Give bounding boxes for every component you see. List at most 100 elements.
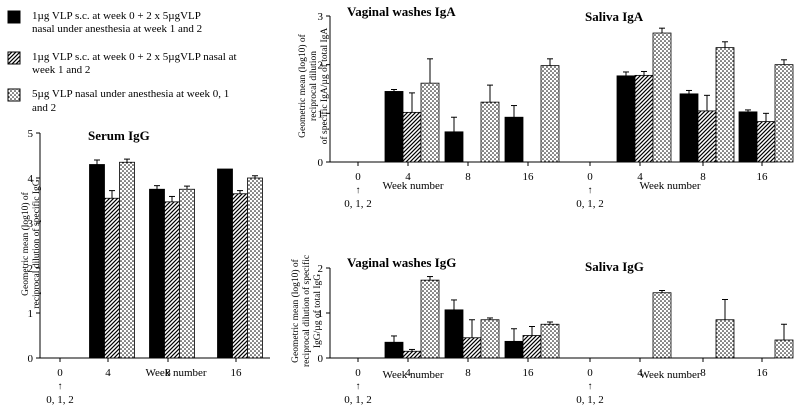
bar-solid (444, 309, 464, 359)
y-axis-label-igg-washes-saliva: Geometric mean (log10) ofreciprocal dilu… (290, 255, 323, 367)
x-tick-label: 8 (465, 171, 471, 183)
bar-solid (616, 75, 636, 163)
bar-dotted (119, 161, 135, 359)
x-tick-label: 16 (757, 171, 769, 183)
x-tick-label: 4 (637, 367, 643, 379)
legend-text-1a: 1µg VLP s.c. at week 0 + 2 x 5µgVLP (32, 10, 201, 22)
bar-dotted (540, 65, 560, 163)
x-tick-label: 8 (700, 171, 706, 183)
bar-diagonal (756, 121, 776, 163)
bar-diagonal (232, 193, 248, 359)
baseline-arrow: ↑ (588, 381, 593, 392)
bar-solid (504, 340, 524, 359)
bar-solid (384, 341, 404, 359)
bar-solid (217, 168, 233, 359)
bar-dotted (480, 319, 500, 359)
x-tick-label: 16 (757, 367, 769, 379)
legend-swatch-dotted (7, 88, 21, 102)
chart-title: Serum IgG (88, 128, 150, 143)
bar-dotted (715, 47, 735, 163)
chart-title: Vaginal washes IgA (347, 4, 456, 19)
baseline-note: 0, 1, 2 (46, 394, 74, 406)
x-tick-label: 8 (700, 367, 706, 379)
y-axis-label-serum-igg: Geometric mean (log10) ofreciprocal dilu… (20, 179, 42, 308)
bar-dotted (420, 82, 440, 163)
x-tick-label: 4 (405, 367, 411, 379)
bar-dotted (715, 319, 735, 359)
chart-title: Vaginal washes IgG (347, 255, 456, 270)
baseline-arrow: ↑ (356, 185, 361, 196)
baseline-arrow: ↑ (356, 381, 361, 392)
bar-diagonal (522, 335, 542, 359)
bar-diagonal (462, 337, 482, 359)
bar-dotted (480, 101, 500, 163)
x-axis-label: Week number (639, 369, 700, 381)
y-tick-label-serum-igg: 2 (28, 263, 34, 275)
x-tick-label: 16 (523, 171, 535, 183)
y-tick-label-igg-washes-saliva: 1 (318, 308, 324, 320)
x-tick-label: 4 (105, 367, 111, 379)
x-tick-label: 0 (57, 367, 63, 379)
x-tick-label: 0 (355, 367, 361, 379)
x-tick-label: 8 (465, 367, 471, 379)
x-axis-label: Week number (639, 180, 700, 192)
x-tick-label: 4 (637, 171, 643, 183)
x-axis-label: Week number (382, 369, 443, 381)
y-tick-label-iga-washes-saliva: 3 (318, 11, 324, 23)
bar-diagonal (697, 110, 717, 163)
y-tick-label-igg-washes-saliva: 2 (318, 263, 324, 275)
chart-title: Saliva IgA (585, 9, 644, 24)
bar-dotted (420, 279, 440, 359)
baseline-note: 0, 1, 2 (576, 198, 604, 210)
x-axis-label: Week number (382, 180, 443, 192)
y-tick-label-iga-washes-saliva: 1 (318, 108, 324, 120)
bar-dotted (179, 188, 195, 359)
bar-solid (149, 188, 165, 359)
baseline-arrow: ↑ (58, 381, 63, 392)
bar-solid (679, 93, 699, 163)
bar-dotted (652, 292, 672, 359)
x-tick-label: 16 (231, 367, 243, 379)
y-tick-label-serum-igg: 4 (28, 173, 34, 185)
bar-dotted (774, 339, 794, 359)
legend-swatch-diagonal (7, 51, 21, 65)
baseline-note: 0, 1, 2 (576, 394, 604, 406)
x-tick-label: 0 (587, 171, 593, 183)
bar-solid (384, 91, 404, 163)
bar-solid (738, 111, 758, 163)
legend-text-1b: nasal under anesthesia at week 1 and 2 (32, 23, 202, 35)
y-axis-label-iga-washes-saliva: Geometric mean (log10) ofreciprocal dilu… (297, 28, 330, 145)
baseline-arrow: ↑ (588, 185, 593, 196)
bar-diagonal (402, 350, 422, 359)
bar-diagonal (634, 74, 654, 163)
bar-dotted (540, 323, 560, 359)
baseline-note: 0, 1, 2 (344, 394, 372, 406)
x-tick-label: 4 (405, 171, 411, 183)
y-tick-label-serum-igg: 1 (28, 308, 34, 320)
legend-text-3a: 5µg VLP nasal under anesthesia at week 0… (32, 88, 229, 100)
bar-solid (89, 164, 105, 359)
bar-solid (504, 116, 524, 163)
bar-diagonal (164, 201, 180, 359)
bar-dotted (652, 32, 672, 163)
legend-text-3b: and 2 (32, 102, 56, 114)
y-tick-label-serum-igg: 3 (28, 218, 34, 230)
x-axis-label: Week number (145, 367, 206, 379)
bar-diagonal (402, 111, 422, 163)
bar-dotted (774, 64, 794, 163)
y-tick-label-serum-igg: 0 (28, 353, 34, 365)
x-tick-label: 0 (587, 367, 593, 379)
y-tick-label-igg-washes-saliva: 0 (318, 353, 324, 365)
legend-text-2b: week 1 and 2 (32, 64, 90, 76)
legend-text-2a: 1µg VLP s.c. at week 0 + 2 x 5µgVLP nasa… (32, 51, 237, 63)
legend: 1µg VLP s.c. at week 0 + 2 x 5µgVLP nasa… (7, 10, 237, 114)
bar-solid (444, 131, 464, 163)
bar-diagonal (104, 197, 120, 359)
chart-title: Saliva IgG (585, 259, 644, 274)
legend-swatch-solid (7, 10, 21, 24)
y-tick-label-iga-washes-saliva: 2 (318, 60, 324, 72)
bar-dotted (247, 177, 263, 359)
y-tick-label-serum-igg: 5 (28, 128, 34, 140)
y-tick-label-iga-washes-saliva: 0 (318, 157, 324, 169)
